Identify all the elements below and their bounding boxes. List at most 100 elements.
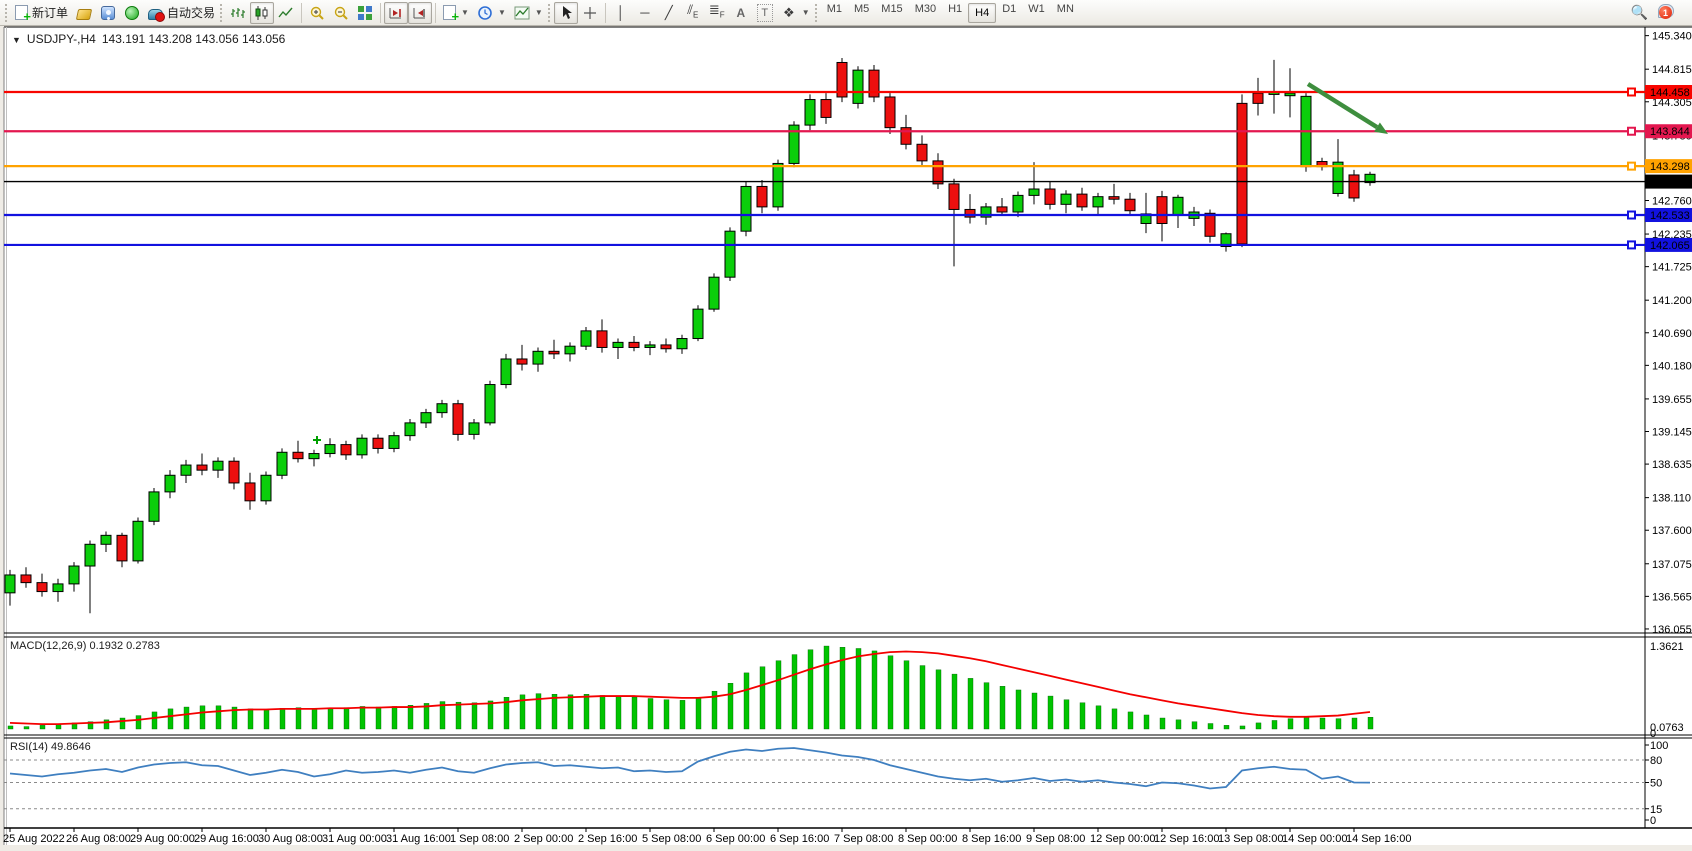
trendline-button[interactable]: ╱ xyxy=(657,2,681,24)
crosshair-icon xyxy=(583,6,596,19)
svg-text:136.565: 136.565 xyxy=(1652,591,1692,603)
market-watch-button[interactable] xyxy=(72,2,96,24)
terminal-button[interactable] xyxy=(120,2,144,24)
fibonacci-button[interactable]: ≣F xyxy=(705,2,729,24)
svg-text:139.145: 139.145 xyxy=(1652,427,1692,439)
svg-text:9 Sep 08:00: 9 Sep 08:00 xyxy=(1026,833,1085,845)
text-icon: A xyxy=(736,5,746,20)
chevron-down-icon: ▼ xyxy=(461,8,469,17)
shapes-button[interactable]: ❖ ▼ xyxy=(777,2,814,24)
candlestick-chart-button[interactable] xyxy=(250,1,275,24)
chart-menu-triangle-icon[interactable]: ▼ xyxy=(12,35,21,45)
navigator-button[interactable] xyxy=(96,2,120,24)
candlestick-chart-icon xyxy=(255,5,268,20)
tile-windows-icon xyxy=(358,5,373,20)
svg-text:50: 50 xyxy=(1650,778,1662,790)
community-button[interactable]: 1 xyxy=(1658,4,1674,21)
svg-text:12 Sep 00:00: 12 Sep 00:00 xyxy=(1090,833,1155,845)
svg-text:145.340: 145.340 xyxy=(1652,31,1692,43)
svg-text:1.3621: 1.3621 xyxy=(1650,641,1684,653)
chevron-down-icon: ▼ xyxy=(534,8,543,17)
bar-chart-button[interactable] xyxy=(226,2,250,24)
svg-text:1 Sep 08:00: 1 Sep 08:00 xyxy=(450,833,509,845)
svg-text:2 Sep 16:00: 2 Sep 16:00 xyxy=(578,833,637,845)
svg-text:138.110: 138.110 xyxy=(1652,493,1691,505)
svg-text:25 Aug 2022: 25 Aug 2022 xyxy=(3,833,65,845)
svg-text:137.600: 137.600 xyxy=(1652,525,1692,537)
chart-symbol: USDJPY-,H4 xyxy=(26,32,96,46)
macd-indicator-label: MACD(12,26,9) 0.1932 0.2783 xyxy=(10,640,160,652)
auto-scroll-button[interactable] xyxy=(408,1,433,24)
svg-text:0: 0 xyxy=(1650,815,1656,827)
indicators-button[interactable]: ▼ xyxy=(439,2,473,24)
cursor-icon xyxy=(562,5,572,19)
autotrading-icon xyxy=(148,8,166,22)
new-order-label: 新订单 xyxy=(32,6,69,20)
svg-text:14 Sep 16:00: 14 Sep 16:00 xyxy=(1346,833,1411,845)
rsi-indicator-label: RSI(14) 49.8646 xyxy=(10,741,91,753)
new-order-button[interactable]: 新订单 xyxy=(11,2,72,24)
cursor-button[interactable] xyxy=(553,1,578,24)
notification-badge: 1 xyxy=(1659,6,1672,19)
timeframe-m30[interactable]: M30 xyxy=(914,2,937,15)
svg-text:142.533: 142.533 xyxy=(1650,210,1690,222)
zoom-in-button[interactable] xyxy=(305,2,329,24)
svg-text:29 Aug 00:00: 29 Aug 00:00 xyxy=(130,833,195,845)
bar-chart-icon xyxy=(231,7,246,18)
toolbar-grip[interactable] xyxy=(220,3,223,22)
toolbar-grip[interactable] xyxy=(5,3,8,22)
autotrading-label: 自动交易 xyxy=(167,6,216,20)
timeframe-m15[interactable]: M15 xyxy=(881,2,903,15)
channel-button[interactable]: ⫽E xyxy=(681,2,705,24)
svg-text:144.815: 144.815 xyxy=(1652,64,1692,76)
timeframe-mn[interactable]: MN xyxy=(1056,2,1074,15)
chart-shift-button[interactable] xyxy=(384,1,409,24)
svg-text:142.760: 142.760 xyxy=(1652,196,1692,208)
svg-text:141.200: 141.200 xyxy=(1652,295,1692,307)
chevron-down-icon: ▼ xyxy=(801,8,810,17)
timeframe-h1[interactable]: H1 xyxy=(948,2,963,15)
toolbar-grip[interactable] xyxy=(547,3,551,22)
timeframe-m1[interactable]: M1 xyxy=(826,2,842,15)
zoom-in-icon xyxy=(310,6,324,20)
svg-text:29 Aug 16:00: 29 Aug 16:00 xyxy=(194,833,259,845)
chart-title: ▼ USDJPY-,H4 143.191 143.208 143.056 143.… xyxy=(12,32,285,46)
svg-text:7 Sep 08:00: 7 Sep 08:00 xyxy=(834,833,893,845)
svg-text:12 Sep 16:00: 12 Sep 16:00 xyxy=(1154,833,1219,845)
channel-icon: ⫽E xyxy=(687,1,699,20)
tile-windows-button[interactable] xyxy=(353,2,377,24)
svg-text:31 Aug 16:00: 31 Aug 16:00 xyxy=(386,833,451,845)
label-button[interactable]: T xyxy=(753,2,777,24)
text-button[interactable]: A xyxy=(729,2,753,24)
timeframe-d1[interactable]: D1 xyxy=(1002,2,1017,15)
crosshair-button[interactable] xyxy=(578,2,602,24)
svg-text:14 Sep 00:00: 14 Sep 00:00 xyxy=(1282,833,1347,845)
svg-text:0: 0 xyxy=(1650,728,1656,740)
trendline-icon: ╱ xyxy=(664,4,673,20)
timeframe-h4[interactable]: H4 xyxy=(968,2,997,23)
svg-text:137.075: 137.075 xyxy=(1652,559,1692,571)
svg-text:144.305: 144.305 xyxy=(1652,97,1692,109)
terminal-icon xyxy=(125,5,140,20)
auto-scroll-icon xyxy=(413,7,426,18)
timeframe-m5[interactable]: M5 xyxy=(854,2,870,15)
templates-button[interactable]: ▼ xyxy=(510,2,547,24)
new-order-icon xyxy=(15,5,31,24)
autotrading-button[interactable]: 自动交易 xyxy=(144,2,219,24)
periods-button[interactable]: ▼ xyxy=(473,2,510,24)
line-chart-button[interactable] xyxy=(274,2,298,24)
zoom-out-button[interactable] xyxy=(329,2,353,24)
shapes-icon: ❖ xyxy=(782,4,795,20)
zoom-out-icon xyxy=(334,6,348,20)
svg-text:100: 100 xyxy=(1650,740,1668,752)
search-icon[interactable]: 🔍 xyxy=(1630,4,1648,20)
templates-icon xyxy=(514,6,530,19)
timeframe-w1[interactable]: W1 xyxy=(1028,2,1045,15)
svg-text:13 Sep 08:00: 13 Sep 08:00 xyxy=(1218,833,1283,845)
horizontal-line-button[interactable]: ─ xyxy=(633,2,657,24)
vertical-line-button[interactable]: │ xyxy=(609,2,633,24)
toolbar-grip[interactable] xyxy=(814,3,818,22)
horizontal-line-icon: ─ xyxy=(640,4,650,20)
